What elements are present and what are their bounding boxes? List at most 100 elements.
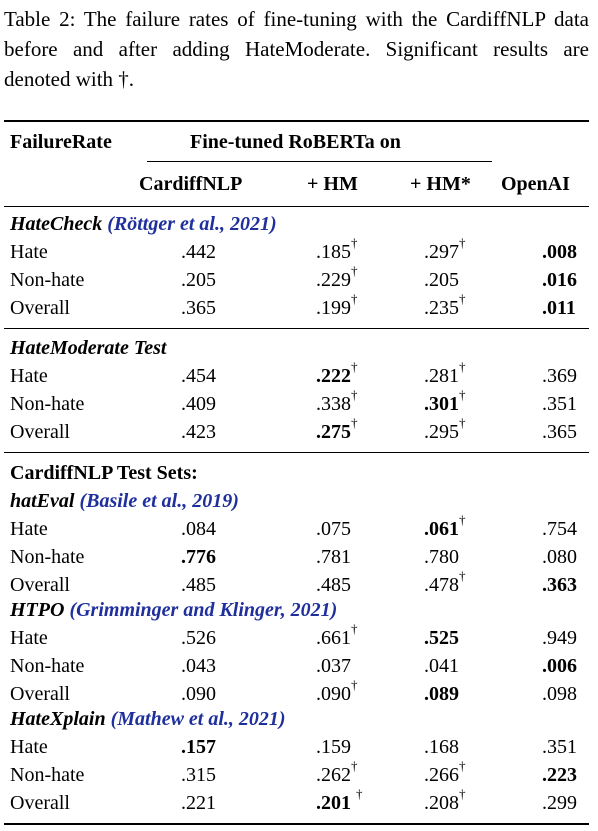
header-row-2: CardiffNLP + HM + HM* OpenAI <box>0 170 598 198</box>
table-cell: .526 <box>181 627 216 649</box>
row-label: Non-hate <box>10 269 85 291</box>
dagger-mark: † <box>459 786 466 801</box>
column-header-hm: + HM <box>307 173 358 195</box>
table-cell: .281† <box>424 359 466 388</box>
table-cell: .205 <box>424 269 459 291</box>
table-cell: .365 <box>542 421 577 443</box>
table-cell: .301† <box>424 387 466 416</box>
section-hatecheck: HateCheck (Röttger et al., 2021) <box>0 210 598 238</box>
table-cell: .781 <box>316 546 351 568</box>
row-label: Hate <box>10 241 48 263</box>
section-rule <box>4 328 589 329</box>
dagger-mark: † <box>351 677 358 692</box>
table-cell: .208† <box>424 786 466 815</box>
table-cell: .229† <box>316 263 358 292</box>
column-header-hm-star: + HM* <box>410 173 471 195</box>
table-row: Non-hate .776 .781 .780 .080 <box>0 543 598 571</box>
table-cell: .776 <box>181 546 216 568</box>
citation-link[interactable]: (Basile et al., 2019) <box>79 490 239 512</box>
section-title: HTPO <box>10 599 65 621</box>
row-label: Overall <box>10 574 70 596</box>
table-cell: .478† <box>424 568 466 597</box>
header-row-1: FailureRate Fine-tuned RoBERTa on <box>0 128 598 156</box>
section-title: CardiffNLP Test Sets: <box>10 462 198 484</box>
table-row: Non-hate .409 .338† .301† .351 <box>0 387 598 418</box>
table-caption: Table 2: The failure rates of fine-tunin… <box>4 7 589 91</box>
dagger-mark: † <box>356 786 363 801</box>
table-row: Hate .442 .185† .297† .008 <box>0 235 598 266</box>
table-cell: .351 <box>542 736 577 758</box>
header-rule <box>4 206 589 207</box>
table-cell: .299 <box>542 792 577 814</box>
table-cell: .423 <box>181 421 216 443</box>
section-title: hatEval <box>10 490 75 512</box>
section-cardiffnlp-test-sets: CardiffNLP Test Sets: <box>0 459 598 487</box>
dagger-mark: † <box>459 235 466 250</box>
table-cell: .080 <box>542 546 577 568</box>
row-label: Hate <box>10 518 48 540</box>
table-row: Hate .157 .159 .168 .351 <box>0 733 598 761</box>
table-cell: .075 <box>316 518 351 540</box>
dagger-mark: † <box>351 235 358 250</box>
table-cell: .275† <box>316 415 358 444</box>
section-hatemoderate: HateModerate Test <box>0 334 598 362</box>
dagger-mark: † <box>459 387 466 402</box>
row-label: Hate <box>10 365 48 387</box>
row-label: Overall <box>10 792 70 814</box>
row-label-header: FailureRate <box>10 131 112 153</box>
table-row: Non-hate .205 .229† .205 .016 <box>0 263 598 294</box>
dagger-mark: † <box>459 568 466 583</box>
section-title: HateXplain <box>10 708 106 730</box>
top-rule <box>4 120 589 122</box>
section-title: HateModerate Test <box>10 337 167 359</box>
table-cell: .369 <box>542 365 577 387</box>
table-cell: .006 <box>542 655 577 677</box>
citation-link[interactable]: (Röttger et al., 2021) <box>107 213 277 235</box>
table-cell: .199† <box>316 291 358 320</box>
section-title: HateCheck <box>10 213 103 235</box>
table-cell: .157 <box>181 736 216 758</box>
dagger-mark: † <box>351 263 358 278</box>
group-underline <box>147 161 492 162</box>
row-label: Non-hate <box>10 393 85 415</box>
section-hatexplain: HateXplain (Mathew et al., 2021) <box>0 705 598 733</box>
dagger-mark: † <box>459 291 466 306</box>
table-cell: .661† <box>316 621 358 650</box>
table-row: Non-hate .315 .262† .266† .223 <box>0 758 598 789</box>
table-cell: .221 <box>181 792 216 814</box>
dagger-mark: † <box>459 512 466 527</box>
table-row: Overall .365 .199† .235† .011 <box>0 291 598 322</box>
column-header-cardiffnlp: CardiffNLP <box>139 173 243 195</box>
dagger-mark: † <box>351 291 358 306</box>
table-row: Overall .423 .275† .295† .365 <box>0 415 598 446</box>
table-cell: .409 <box>181 393 216 415</box>
citation-link[interactable]: (Mathew et al., 2021) <box>110 708 286 730</box>
table-cell: .949 <box>542 627 577 649</box>
table-cell: .262† <box>316 758 358 787</box>
row-label: Non-hate <box>10 546 85 568</box>
table-cell: .754 <box>542 518 577 540</box>
dagger-mark: † <box>351 415 358 430</box>
table-cell: .297† <box>424 235 466 264</box>
row-label: Hate <box>10 627 48 649</box>
table-row: Overall .090 .090† .089 .098 <box>0 677 598 708</box>
row-label: Non-hate <box>10 655 85 677</box>
dagger-mark: † <box>351 359 358 374</box>
citation-link[interactable]: (Grimminger and Klinger, 2021) <box>69 599 338 621</box>
table-cell: .295† <box>424 415 466 444</box>
table-cell: .008 <box>542 241 577 263</box>
row-label: Non-hate <box>10 764 85 786</box>
dagger-mark: † <box>351 387 358 402</box>
table-row: Hate .084 .075 .061† .754 <box>0 512 598 543</box>
row-label: Hate <box>10 736 48 758</box>
dagger-mark: † <box>351 758 358 773</box>
section-hateval: hatEval (Basile et al., 2019) <box>0 487 598 515</box>
bottom-rule <box>4 823 589 825</box>
table-cell: .351 <box>542 393 577 415</box>
table-cell: .315 <box>181 764 216 786</box>
table-cell: .041 <box>424 655 459 677</box>
table-cell: .365 <box>181 297 216 319</box>
section-rule <box>4 452 589 453</box>
table-cell: .525 <box>424 627 459 649</box>
table-row: Hate .454 .222† .281† .369 <box>0 359 598 390</box>
